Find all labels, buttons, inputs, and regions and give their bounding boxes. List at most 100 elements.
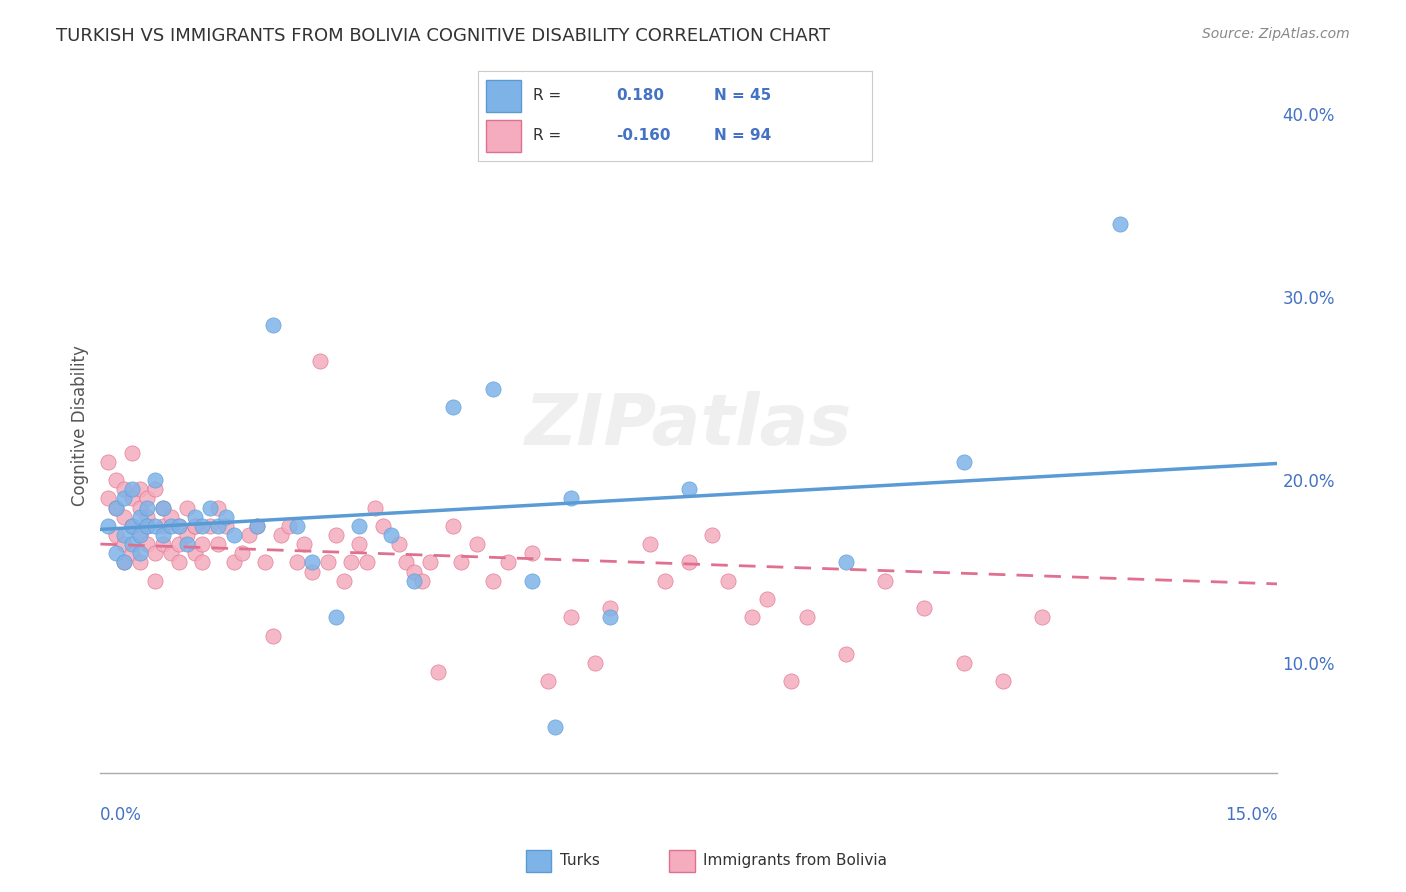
- Point: [105, 500, 128, 515]
- FancyBboxPatch shape: [669, 849, 695, 872]
- Point: [678, 556, 700, 570]
- Point: [176, 500, 198, 515]
- Point: [835, 647, 858, 661]
- Text: 15.0%: 15.0%: [1225, 805, 1278, 824]
- Point: [207, 500, 229, 515]
- Point: [638, 537, 661, 551]
- Point: [143, 546, 166, 560]
- Point: [520, 574, 543, 588]
- Point: [404, 565, 426, 579]
- FancyBboxPatch shape: [526, 849, 551, 872]
- Point: [583, 656, 606, 670]
- Point: [246, 519, 269, 533]
- Point: [599, 610, 621, 624]
- Point: [356, 556, 378, 570]
- Point: [796, 610, 818, 624]
- Point: [121, 519, 143, 533]
- Point: [364, 500, 387, 515]
- Text: Immigrants from Bolivia: Immigrants from Bolivia: [703, 854, 887, 868]
- Point: [215, 519, 238, 533]
- Point: [191, 556, 214, 570]
- Text: R =: R =: [533, 88, 561, 103]
- Point: [105, 500, 128, 515]
- Point: [1031, 610, 1053, 624]
- Point: [952, 656, 974, 670]
- Point: [536, 674, 558, 689]
- Point: [349, 519, 371, 533]
- Point: [176, 537, 198, 551]
- Point: [105, 528, 128, 542]
- Point: [654, 574, 676, 588]
- Point: [411, 574, 433, 588]
- Point: [112, 491, 135, 506]
- Point: [160, 509, 183, 524]
- Point: [128, 556, 150, 570]
- Point: [152, 537, 174, 551]
- Point: [112, 537, 135, 551]
- Y-axis label: Cognitive Disability: Cognitive Disability: [72, 344, 89, 506]
- Point: [128, 509, 150, 524]
- Point: [183, 519, 205, 533]
- Point: [246, 519, 269, 533]
- FancyBboxPatch shape: [486, 120, 522, 152]
- Point: [160, 519, 183, 533]
- Point: [112, 509, 135, 524]
- Point: [560, 610, 582, 624]
- Point: [121, 445, 143, 459]
- Text: -0.160: -0.160: [616, 128, 671, 143]
- Point: [873, 574, 896, 588]
- Point: [419, 556, 441, 570]
- Point: [97, 455, 120, 469]
- Point: [136, 500, 159, 515]
- Point: [222, 556, 245, 570]
- Point: [152, 528, 174, 542]
- Point: [301, 565, 323, 579]
- Point: [599, 601, 621, 615]
- Point: [1109, 217, 1132, 231]
- Point: [262, 629, 284, 643]
- Point: [121, 519, 143, 533]
- Point: [991, 674, 1014, 689]
- Point: [128, 546, 150, 560]
- Text: N = 45: N = 45: [714, 88, 772, 103]
- Point: [136, 491, 159, 506]
- Point: [717, 574, 740, 588]
- Point: [121, 537, 143, 551]
- Point: [301, 556, 323, 570]
- Point: [404, 574, 426, 588]
- Point: [285, 556, 308, 570]
- Point: [176, 528, 198, 542]
- Point: [152, 519, 174, 533]
- Point: [121, 482, 143, 496]
- Point: [143, 482, 166, 496]
- Point: [121, 546, 143, 560]
- Point: [152, 500, 174, 515]
- Text: ZIPatlas: ZIPatlas: [526, 391, 852, 459]
- Point: [183, 519, 205, 533]
- Point: [443, 519, 465, 533]
- Point: [520, 546, 543, 560]
- Point: [741, 610, 763, 624]
- Point: [143, 574, 166, 588]
- Point: [285, 519, 308, 533]
- Text: TURKISH VS IMMIGRANTS FROM BOLIVIA COGNITIVE DISABILITY CORRELATION CHART: TURKISH VS IMMIGRANTS FROM BOLIVIA COGNI…: [56, 27, 830, 45]
- Point: [167, 556, 190, 570]
- Point: [183, 546, 205, 560]
- Point: [112, 528, 135, 542]
- Point: [498, 556, 520, 570]
- Point: [191, 537, 214, 551]
- Text: 0.0%: 0.0%: [100, 805, 142, 824]
- Point: [292, 537, 315, 551]
- Point: [105, 546, 128, 560]
- Point: [105, 473, 128, 487]
- Point: [183, 509, 205, 524]
- Point: [387, 537, 409, 551]
- Point: [450, 556, 472, 570]
- Point: [702, 528, 724, 542]
- Point: [780, 674, 803, 689]
- Point: [270, 528, 292, 542]
- Point: [191, 519, 214, 533]
- Point: [121, 491, 143, 506]
- Point: [238, 528, 260, 542]
- Point: [167, 537, 190, 551]
